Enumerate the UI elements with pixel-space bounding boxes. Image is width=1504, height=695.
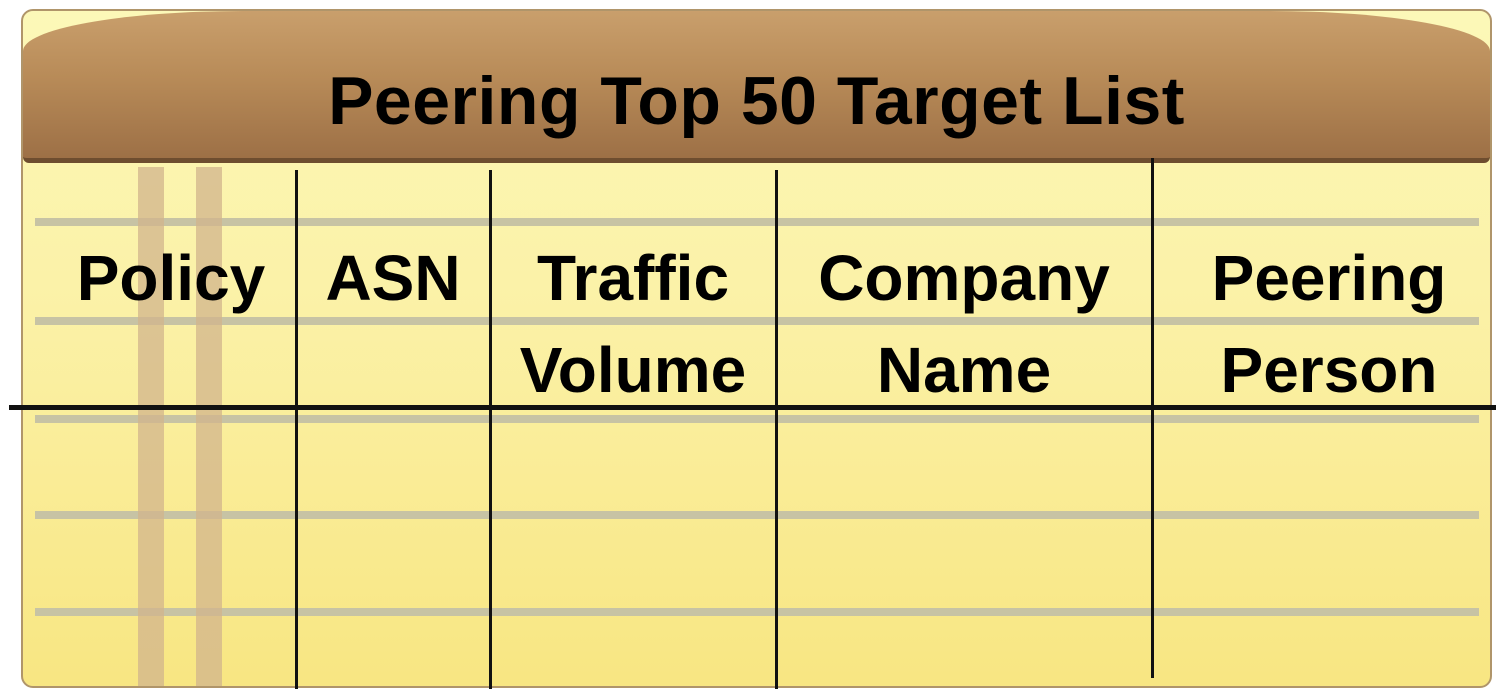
column-header-line: ASN	[325, 242, 461, 314]
column-header-line: Policy	[76, 242, 266, 314]
column-divider	[1151, 158, 1154, 678]
column-divider	[295, 170, 298, 689]
notepad-rule	[35, 511, 1479, 519]
column-header-line: Person	[1220, 334, 1438, 406]
column-header-line: Peering	[1211, 242, 1447, 314]
column-header-line: Traffic	[536, 242, 730, 314]
column-header-line: Volume	[519, 334, 747, 406]
header-divider	[9, 405, 1496, 410]
column-header-policy: Policy	[48, 232, 294, 324]
column-header-traffic-volume: Traffic Volume	[492, 232, 774, 416]
notepad-margin-line	[196, 167, 222, 686]
notepad-rule	[35, 218, 1479, 226]
notepad-rule	[35, 317, 1479, 325]
column-header-peering-person: Peering Person	[1154, 232, 1504, 416]
page-title: Peering Top 50 Target List	[328, 63, 1185, 139]
column-divider	[775, 170, 778, 689]
notepad: Peering Top 50 Target List	[21, 9, 1492, 688]
notepad-rule	[35, 608, 1479, 616]
column-header-company-name: Company Name	[778, 232, 1150, 416]
column-divider	[489, 170, 492, 689]
notepad-rule	[35, 415, 1479, 423]
notepad-header: Peering Top 50 Target List	[23, 11, 1490, 163]
column-header-asn: ASN	[298, 232, 488, 324]
column-header-line: Company	[818, 242, 1110, 314]
notepad-margin-line	[138, 167, 164, 686]
column-header-line: Name	[876, 334, 1052, 406]
